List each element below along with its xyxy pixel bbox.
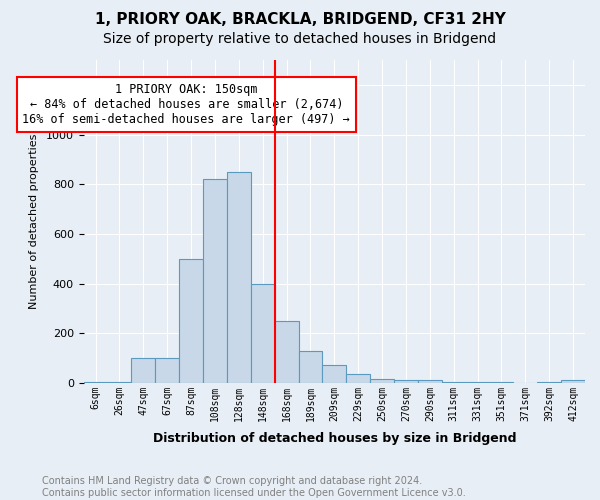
Bar xyxy=(179,258,203,383)
Bar xyxy=(346,374,370,383)
X-axis label: Distribution of detached houses by size in Bridgend: Distribution of detached houses by size … xyxy=(152,432,516,445)
Text: Size of property relative to detached houses in Bridgend: Size of property relative to detached ho… xyxy=(103,32,497,46)
Bar xyxy=(131,358,155,383)
Bar xyxy=(466,382,490,383)
Text: 1, PRIORY OAK, BRACKLA, BRIDGEND, CF31 2HY: 1, PRIORY OAK, BRACKLA, BRIDGEND, CF31 2… xyxy=(95,12,505,28)
Bar xyxy=(275,321,299,383)
Bar xyxy=(537,382,561,383)
Bar xyxy=(561,380,585,383)
Bar xyxy=(203,179,227,383)
Bar xyxy=(299,350,322,383)
Bar xyxy=(155,358,179,383)
Bar xyxy=(83,382,107,383)
Bar xyxy=(251,284,275,383)
Bar xyxy=(490,382,514,383)
Text: Contains HM Land Registry data © Crown copyright and database right 2024.
Contai: Contains HM Land Registry data © Crown c… xyxy=(42,476,466,498)
Text: 1 PRIORY OAK: 150sqm
← 84% of detached houses are smaller (2,674)
16% of semi-de: 1 PRIORY OAK: 150sqm ← 84% of detached h… xyxy=(22,83,350,126)
Bar xyxy=(227,172,251,383)
Bar xyxy=(442,382,466,383)
Bar xyxy=(394,380,418,383)
Bar xyxy=(370,379,394,383)
Bar xyxy=(418,380,442,383)
Bar xyxy=(322,366,346,383)
Y-axis label: Number of detached properties: Number of detached properties xyxy=(29,134,39,309)
Bar xyxy=(107,382,131,383)
